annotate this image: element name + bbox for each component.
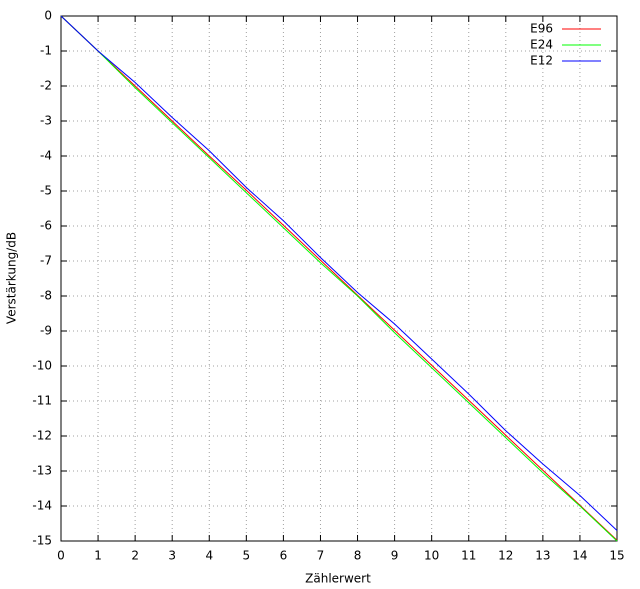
x-tick-label: 12 [498, 549, 513, 563]
x-tick-label: 1 [94, 549, 102, 563]
legend-label: E12 [530, 54, 553, 68]
x-tick-label: 9 [391, 549, 399, 563]
y-tick-label: -3 [40, 114, 52, 128]
x-axis-label: Zählerwert [305, 572, 371, 586]
series-line [60, 15, 618, 531]
x-tick-label: 8 [354, 549, 362, 563]
x-tick-label: 3 [168, 549, 176, 563]
x-tick-label: 4 [205, 549, 213, 563]
x-tick-label: 0 [57, 549, 65, 563]
x-tick-label: 11 [461, 549, 476, 563]
y-tick-label: -4 [40, 149, 52, 163]
x-tick-label: 13 [535, 549, 550, 563]
y-tick-label: -1 [40, 44, 52, 58]
x-tick-label: 5 [243, 549, 251, 563]
legend-label: E96 [530, 22, 553, 36]
x-tick-label: 6 [280, 549, 288, 563]
y-tick-label: -8 [40, 289, 52, 303]
y-tick-label: -7 [40, 254, 52, 268]
legend-label: E24 [530, 38, 553, 52]
y-tick-label: -14 [32, 499, 52, 513]
x-tick-label: 2 [131, 549, 139, 563]
y-tick-label: -11 [32, 394, 52, 408]
x-tick-label: 7 [317, 549, 325, 563]
y-axis-label: Verstärkung/dB [5, 232, 19, 324]
x-tick-label: 14 [572, 549, 587, 563]
y-tick-label: -10 [32, 359, 52, 373]
y-tick-label: -9 [40, 324, 52, 338]
y-tick-label: -6 [40, 219, 52, 233]
y-tick-label: -13 [32, 464, 52, 478]
x-tick-label: 10 [424, 549, 439, 563]
y-tick-label: 0 [44, 9, 52, 23]
y-tick-label: -5 [40, 184, 52, 198]
series-line [60, 15, 618, 542]
y-tick-label: -15 [32, 534, 52, 548]
y-tick-label: -12 [32, 429, 52, 443]
y-tick-label: -2 [40, 79, 52, 93]
x-tick-label: 15 [609, 549, 624, 563]
plot-border [60, 15, 618, 542]
series-line [60, 15, 618, 541]
